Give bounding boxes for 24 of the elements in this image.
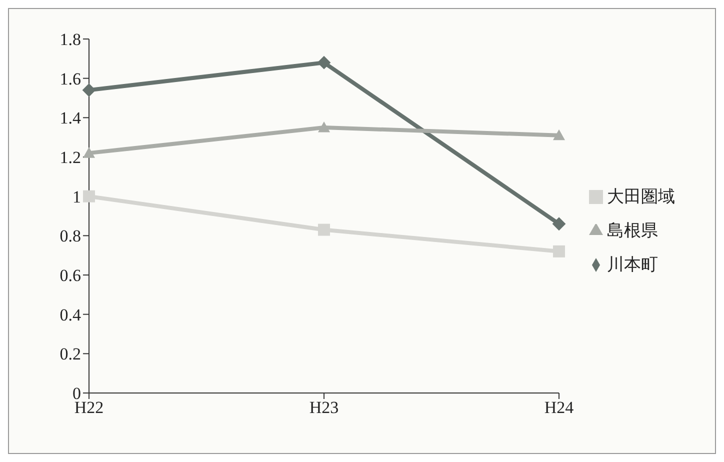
legend-label: 島根県	[607, 221, 658, 241]
point	[318, 122, 330, 132]
point	[552, 217, 566, 230]
y-tick-label: 0.4	[60, 305, 82, 324]
point	[83, 190, 95, 202]
x-tick-label: H24	[544, 398, 574, 418]
legend-label: 大田圏域	[607, 187, 675, 207]
x-tick-label: H22	[74, 398, 104, 418]
point	[553, 245, 565, 258]
point	[83, 147, 95, 158]
y-tick-label: 1.6	[60, 69, 81, 88]
x-tick-label: H23	[309, 398, 339, 418]
y-tick-label: 0.8	[60, 226, 81, 246]
y-tick-label: 0.2	[60, 344, 81, 364]
y-tick-label: 1.4	[60, 108, 82, 128]
y-tick-label: 1.2	[60, 148, 81, 168]
legend-label: 川本町	[607, 255, 658, 275]
y-tick-label: 1.8	[60, 30, 81, 50]
point	[553, 129, 565, 140]
point	[318, 224, 330, 236]
point	[82, 84, 96, 97]
y-tick-label: 1	[72, 187, 81, 206]
y-tick-label: 0.6	[60, 266, 81, 286]
point	[318, 56, 330, 70]
